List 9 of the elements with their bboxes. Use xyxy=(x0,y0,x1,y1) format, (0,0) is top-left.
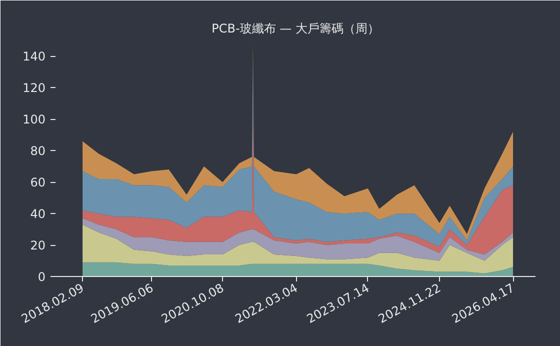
y-tick-label: 100 xyxy=(22,112,46,127)
y-tick-label: 80 xyxy=(30,144,46,158)
y-tick-label: 40 xyxy=(30,207,46,222)
chart-title: PCB-玻纖布 — 大戶籌碼（周） xyxy=(212,22,380,36)
y-tick-label: 0 xyxy=(38,270,46,284)
y-tick-label: 60 xyxy=(30,176,46,190)
y-tick-label: 20 xyxy=(30,238,46,253)
y-tick-label: 120 xyxy=(22,81,46,96)
y-tick-label: 140 xyxy=(22,50,46,64)
